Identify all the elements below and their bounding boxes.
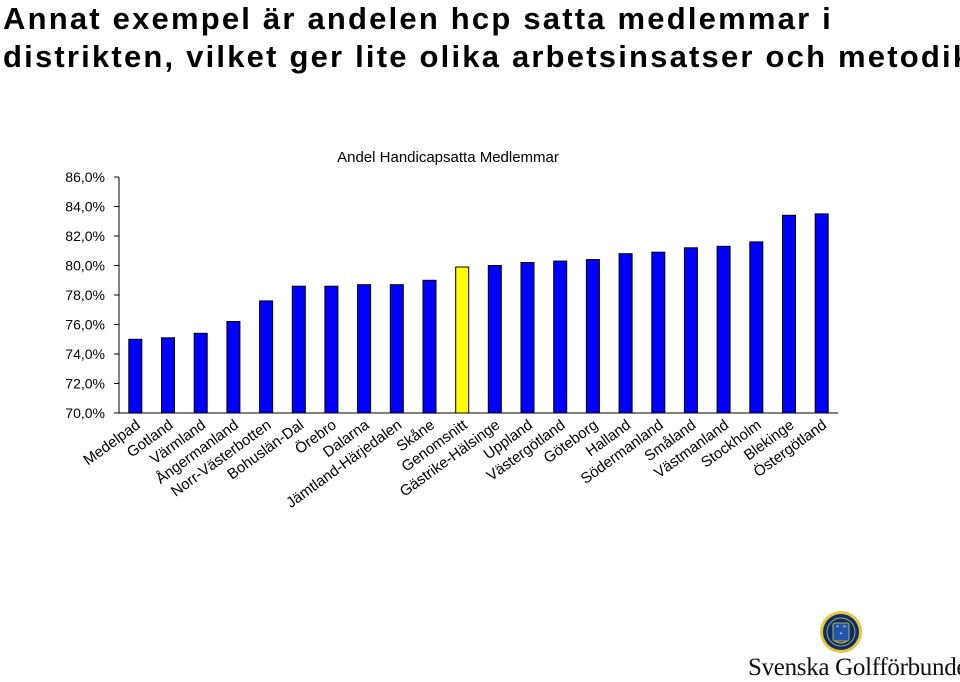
slide-title-line-1: Annat exempel är andelen hcp satta medle… xyxy=(3,1,833,36)
slide-title-line-2: distrikten, vilket ger lite olika arbets… xyxy=(3,39,960,74)
bar-blekinge xyxy=(782,214,796,414)
logo-text: Svenska Golfförbundet xyxy=(748,654,960,681)
y-tick-label: 70,0% xyxy=(65,405,105,421)
bar-goteborg xyxy=(585,259,600,414)
x-axis-labels: MedelpadGotlandVärmlandÅngermanlandNorr-… xyxy=(80,416,830,512)
chart-title: Andel Handicapsatta Medlemmar xyxy=(337,149,559,166)
y-tick-label: 84,0% xyxy=(65,199,105,215)
bar-sodermanland xyxy=(651,251,666,414)
bar-angermanland xyxy=(226,321,241,414)
bar-halland xyxy=(618,253,633,414)
bar-uppland xyxy=(520,262,535,414)
y-axis-ticks: 70,0% 72,0% 74,0% 76,0% 78,0% 80,0% 82,0% 84,0%… xyxy=(65,169,119,421)
bar-gotland xyxy=(161,337,175,414)
slide-title: Annat exempel är andelen hcp satta medle… xyxy=(3,0,960,76)
bar-smaland xyxy=(683,247,698,414)
y-tick-label: 72,0% xyxy=(65,376,105,392)
bars xyxy=(128,213,829,414)
bar-jamtland-harjedalen xyxy=(389,284,404,414)
y-tick-label: 80,0% xyxy=(65,258,105,274)
bar-varmland xyxy=(193,332,208,414)
y-tick-label: 82,0% xyxy=(65,228,105,244)
bar-bohuslan-dal xyxy=(291,285,306,414)
bar-vastergotland xyxy=(553,260,568,414)
y-tick-label: 78,0% xyxy=(65,287,105,303)
y-tick-label: 86,0% xyxy=(65,169,105,185)
bar-gastrike-halsinge xyxy=(487,265,502,414)
bar-skane xyxy=(422,279,437,414)
bar-medelpad xyxy=(128,338,143,414)
bar-stockholm xyxy=(749,241,764,414)
y-tick-label: 76,0% xyxy=(65,317,105,333)
golf-federation-crest-icon xyxy=(820,611,862,653)
logo xyxy=(820,611,862,653)
bar-dalarna xyxy=(357,284,372,414)
bar-ostergotland xyxy=(814,213,829,414)
bar-orebro xyxy=(324,285,339,414)
bar-genomsnitt xyxy=(455,266,470,414)
bar-vastmanland xyxy=(716,245,731,414)
bar-norr-vasterbotten xyxy=(259,300,274,414)
y-tick-label: 74,0% xyxy=(65,346,105,362)
